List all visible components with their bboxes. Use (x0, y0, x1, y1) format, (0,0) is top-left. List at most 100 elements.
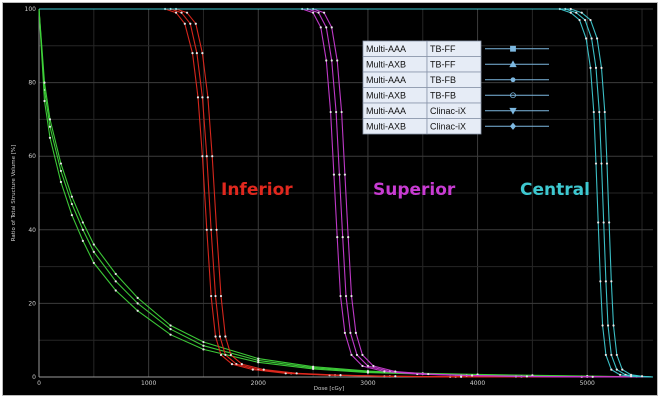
curve-point (48, 118, 52, 121)
dvh-curve (39, 8, 654, 378)
curve-point (640, 375, 644, 378)
curve-point (215, 228, 218, 231)
curve-point (605, 162, 609, 165)
curve-point (114, 272, 117, 276)
x-tick-label: 3000 (360, 380, 375, 387)
curve-point (59, 180, 63, 184)
curve-point (394, 370, 397, 373)
curve-point (205, 228, 208, 231)
curve-point (629, 373, 633, 376)
curve-point (621, 368, 624, 371)
tick-labels: 0 1000 2000 3000 4000 5000 0 20 40 60 80 100 (25, 6, 595, 387)
curve-point (341, 236, 344, 239)
curve-point (218, 335, 222, 338)
x-tick-label: 1000 (141, 380, 156, 387)
curve-point (219, 353, 223, 357)
legend-algorithm: Multi-AXB (366, 91, 406, 101)
curve-point (43, 99, 46, 103)
curve-point (604, 280, 607, 283)
legend-algorithm: Multi-AXB (366, 122, 406, 132)
legend-marker-square (510, 45, 516, 52)
curve-point (48, 136, 52, 139)
x-tick-label: 5000 (580, 380, 595, 387)
y-tick-label: 40 (28, 227, 36, 234)
curve-point (81, 221, 84, 224)
curve-point (329, 110, 332, 114)
curve-point (383, 370, 386, 373)
curve-point (211, 155, 214, 158)
x-tick-label: 2000 (251, 380, 266, 387)
curve-point (600, 162, 603, 165)
curve-point (339, 294, 342, 298)
x-tick-label: 0 (37, 380, 41, 387)
curve-point (214, 294, 217, 298)
plot-background (3, 3, 657, 395)
curve-point (312, 11, 315, 14)
curve-point (339, 374, 342, 377)
curve-point (589, 18, 592, 22)
curve-point (606, 324, 610, 327)
legend-algorithm: Multi-AXB (366, 60, 406, 70)
curve-point (601, 324, 604, 327)
curve-point (610, 280, 613, 283)
curve-point (594, 66, 598, 69)
curve-point (595, 37, 599, 40)
curve-point (583, 18, 587, 22)
y-tick-label: 100 (25, 6, 37, 13)
curve-point (580, 11, 583, 14)
curve-point (335, 110, 338, 114)
region-label-superior: Superior (373, 180, 456, 200)
curve-point (136, 302, 139, 305)
curve-point (206, 96, 209, 99)
curve-point (344, 294, 348, 298)
curve-point (169, 333, 172, 336)
curve-point (427, 372, 430, 376)
curve-point (202, 344, 205, 347)
curve-point (594, 162, 598, 165)
curve-point (603, 110, 606, 114)
curve-point (224, 335, 227, 338)
dvh-curve (39, 8, 654, 378)
curve-point (214, 335, 217, 338)
curve-point (169, 328, 172, 331)
curve-point (361, 364, 364, 368)
curve-point (615, 368, 618, 371)
curve-point (598, 110, 601, 114)
dvh-curve (39, 8, 654, 378)
curve-point (610, 368, 613, 371)
dvh-curve (39, 8, 654, 378)
curve-point (610, 353, 613, 357)
legend-algorithm: Multi-AAA (366, 44, 406, 54)
curve-point (196, 96, 200, 99)
curve-point (354, 331, 357, 334)
curve-point (136, 309, 139, 312)
curve-point (349, 331, 352, 334)
curve-point (476, 373, 479, 376)
curve-point (602, 221, 605, 224)
curve-point (295, 372, 298, 375)
curve-point (578, 18, 581, 22)
curve-point (366, 370, 370, 373)
y-tick-label: 80 (28, 80, 36, 87)
curve-point (336, 59, 339, 62)
curve-point (189, 22, 192, 25)
y-axis-label: Ratio of Total Structure Volume [%] (11, 145, 17, 242)
legend-beam: Clinac-iX (430, 122, 466, 132)
curve-point (202, 340, 205, 344)
curve-point (355, 353, 359, 357)
curve-point (604, 353, 607, 357)
curve-point (312, 367, 315, 371)
curve-point (284, 372, 287, 375)
curve-point (590, 37, 593, 40)
dvh-curves (38, 7, 654, 378)
curve-point (350, 294, 353, 298)
curve-point (210, 294, 213, 298)
curve-point (366, 364, 370, 368)
legend-algorithm: Multi-AAA (366, 75, 406, 85)
curve-point (136, 296, 139, 299)
legend-beam: TB-FB (430, 91, 456, 101)
x-axis-label: Dose [cGy] (314, 386, 344, 392)
legend: Multi-AAA TB-FF Multi-AXB TB-FF Multi-AAA TB-… (362, 40, 549, 135)
legend-beam: TB-FF (430, 60, 456, 70)
